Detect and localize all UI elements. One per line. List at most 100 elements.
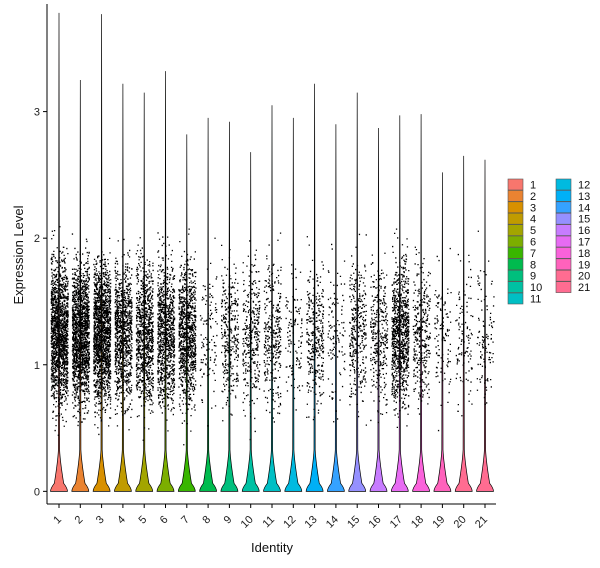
y-axis-title: Expression Level [11,205,26,304]
x-tick-label: 11 [261,514,278,531]
points-19 [434,247,452,432]
x-tick-label: 21 [473,514,490,531]
legend-swatch-20 [555,269,572,282]
violin-9 [220,121,239,492]
violin-8 [199,117,217,492]
legend-swatch-9 [507,269,524,282]
legend-label-9: 9 [530,271,536,283]
x-tick-label: 5 [137,514,150,527]
legend-swatch-13 [555,190,572,202]
x-tick-label: 16 [366,514,383,531]
violin-13 [305,83,324,492]
x-tick-label: 6 [158,514,171,527]
legend-swatch-3 [507,201,524,214]
points-1 [50,226,69,436]
x-tick-label: 10 [239,514,256,531]
y-tick-label: 3 [34,107,40,119]
legend-label-11: 11 [530,294,541,306]
legend-label-1: 1 [530,180,536,192]
legend-swatch-7 [507,247,524,259]
legend-label-8: 8 [530,259,536,271]
points-18 [412,246,431,415]
x-axis: 1 2 3 4 5 6 7 8 9 10 11 12 13 14 15 16 17 18 19 20 21 [47,503,496,531]
legend-swatch-12 [555,178,572,191]
violin-1 [50,12,68,492]
y-tick-label: 2 [34,233,40,245]
points-13 [306,236,325,421]
x-tick-label: 13 [303,514,320,531]
legend-swatch-16 [555,224,572,236]
x-tick-label: 7 [179,514,192,527]
legend-swatch-4 [507,212,524,225]
y-axis: 0 1 2 3 [34,4,48,504]
points-4 [114,238,133,431]
legend-swatch-8 [507,258,524,271]
x-tick-label: 1 [51,514,64,527]
legend-label-14: 14 [578,202,590,214]
legend-swatch-15 [555,212,572,225]
violin-17 [390,115,409,492]
x-tick-label: 9 [222,514,235,527]
legend-swatch-5 [507,224,524,236]
violin-21 [476,159,494,492]
legend-swatch-19 [555,258,572,271]
violin-12 [284,117,303,492]
legend-label-13: 13 [578,191,590,203]
x-tick-label: 8 [200,514,213,527]
legend-swatch-6 [507,235,524,248]
violin-11 [263,105,281,492]
legend-label-16: 16 [578,225,590,237]
points-2 [71,233,91,427]
points-16 [370,252,389,424]
x-tick-label: 20 [452,514,469,531]
legend-label-21: 21 [578,282,590,294]
x-axis-title: Identity [251,540,293,555]
points-3 [93,237,112,436]
legend-label-7: 7 [530,248,536,260]
legend-label-19: 19 [578,259,590,271]
x-tick-label: 2 [73,514,86,527]
legend-label-3: 3 [530,202,536,214]
points-21 [476,230,495,405]
x-tick-label: 19 [430,514,447,531]
legend-label-10: 10 [530,282,542,294]
violin-10 [241,152,260,492]
legend-label-6: 6 [530,237,536,249]
legend-label-2: 2 [530,191,536,203]
legend-swatch-2 [507,190,524,202]
violin-20 [454,155,473,492]
y-tick-label: 1 [34,360,40,372]
points-7 [178,228,197,446]
points-17 [391,228,410,428]
legend-label-12: 12 [578,180,590,192]
violin-15 [348,92,367,492]
x-tick-label: 3 [94,514,107,527]
violins-layer [50,12,494,492]
legend-label-20: 20 [578,271,590,283]
points-15 [348,233,367,426]
x-tick-label: 17 [388,514,405,531]
legend-swatch-14 [555,201,572,214]
points-9 [220,244,240,422]
legend-swatch-21 [555,281,572,293]
violin-19 [433,172,452,492]
points-11 [263,232,282,423]
legend-label-5: 5 [530,225,536,237]
jitter-points-layer [50,226,495,446]
legend-swatch-17 [555,235,572,248]
violin-14 [327,124,345,492]
y-tick-label: 0 [34,486,40,498]
x-tick-label: 15 [345,514,362,531]
legend-swatch-11 [507,292,524,305]
violin-3 [92,14,111,492]
legend-label-4: 4 [530,214,536,226]
x-tick-label: 12 [281,514,298,531]
legend-swatch-18 [555,247,572,259]
legend-label-15: 15 [578,214,590,226]
x-tick-label: 18 [409,514,426,531]
x-tick-label: 14 [324,514,341,531]
legend-swatch-1 [507,178,524,191]
points-5 [135,237,154,441]
